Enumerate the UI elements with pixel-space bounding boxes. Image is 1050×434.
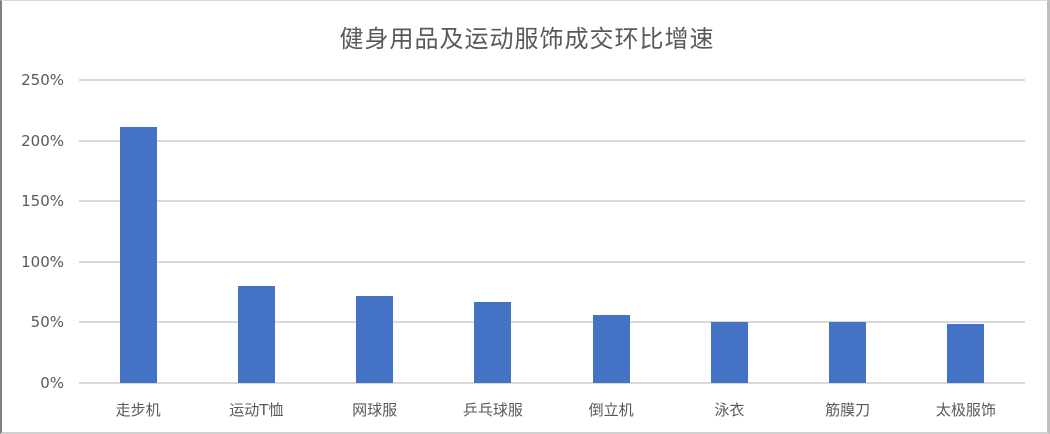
y-tick-label: 250%: [21, 71, 64, 89]
x-tick-label: 运动T恤: [229, 401, 284, 419]
bar[interactable]: [119, 127, 157, 383]
x-tick-label: 乒乓球服: [462, 401, 523, 419]
gridline: [79, 382, 1025, 384]
bar[interactable]: [474, 301, 512, 383]
y-tick-label: 150%: [21, 192, 64, 211]
bar[interactable]: [710, 322, 748, 383]
x-tick-label: 走步机: [115, 401, 161, 419]
x-tick-label: 倒立机: [588, 401, 634, 419]
chart-title: 健身用品及运动服饰成交环比增速: [339, 25, 715, 53]
x-tick-label: 筋膜刀: [825, 401, 871, 419]
y-tick-label: 100%: [21, 252, 64, 271]
bar[interactable]: [356, 295, 394, 383]
gridline: [79, 321, 1025, 324]
x-tick-label: 太极服饰: [935, 401, 996, 419]
y-tick-label: 50%: [30, 313, 64, 332]
y-tick-label: 0%: [40, 374, 64, 392]
gridline: [79, 260, 1025, 263]
gridline: [79, 79, 1025, 81]
bar[interactable]: [829, 322, 867, 383]
gridline: [79, 139, 1025, 142]
x-tick-label: 泳衣: [714, 401, 745, 419]
gridline: [79, 200, 1025, 203]
bar[interactable]: [947, 323, 985, 383]
bar[interactable]: [592, 315, 630, 383]
bar[interactable]: [237, 286, 275, 383]
plot-area: [79, 79, 1025, 384]
y-tick-label: 200%: [21, 131, 64, 150]
x-tick-label: 网球服: [352, 401, 398, 419]
